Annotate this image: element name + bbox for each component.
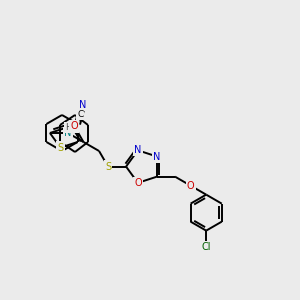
Text: O: O <box>71 122 78 131</box>
Text: H: H <box>65 122 71 131</box>
Text: O: O <box>187 181 194 190</box>
Text: N: N <box>79 100 86 110</box>
Text: N: N <box>153 152 161 161</box>
Text: C: C <box>77 110 83 119</box>
Text: N: N <box>64 128 72 138</box>
Text: Cl: Cl <box>201 242 211 252</box>
Text: O: O <box>134 178 142 188</box>
Text: S: S <box>105 162 111 172</box>
Text: N: N <box>134 145 142 155</box>
Text: S: S <box>57 142 64 153</box>
